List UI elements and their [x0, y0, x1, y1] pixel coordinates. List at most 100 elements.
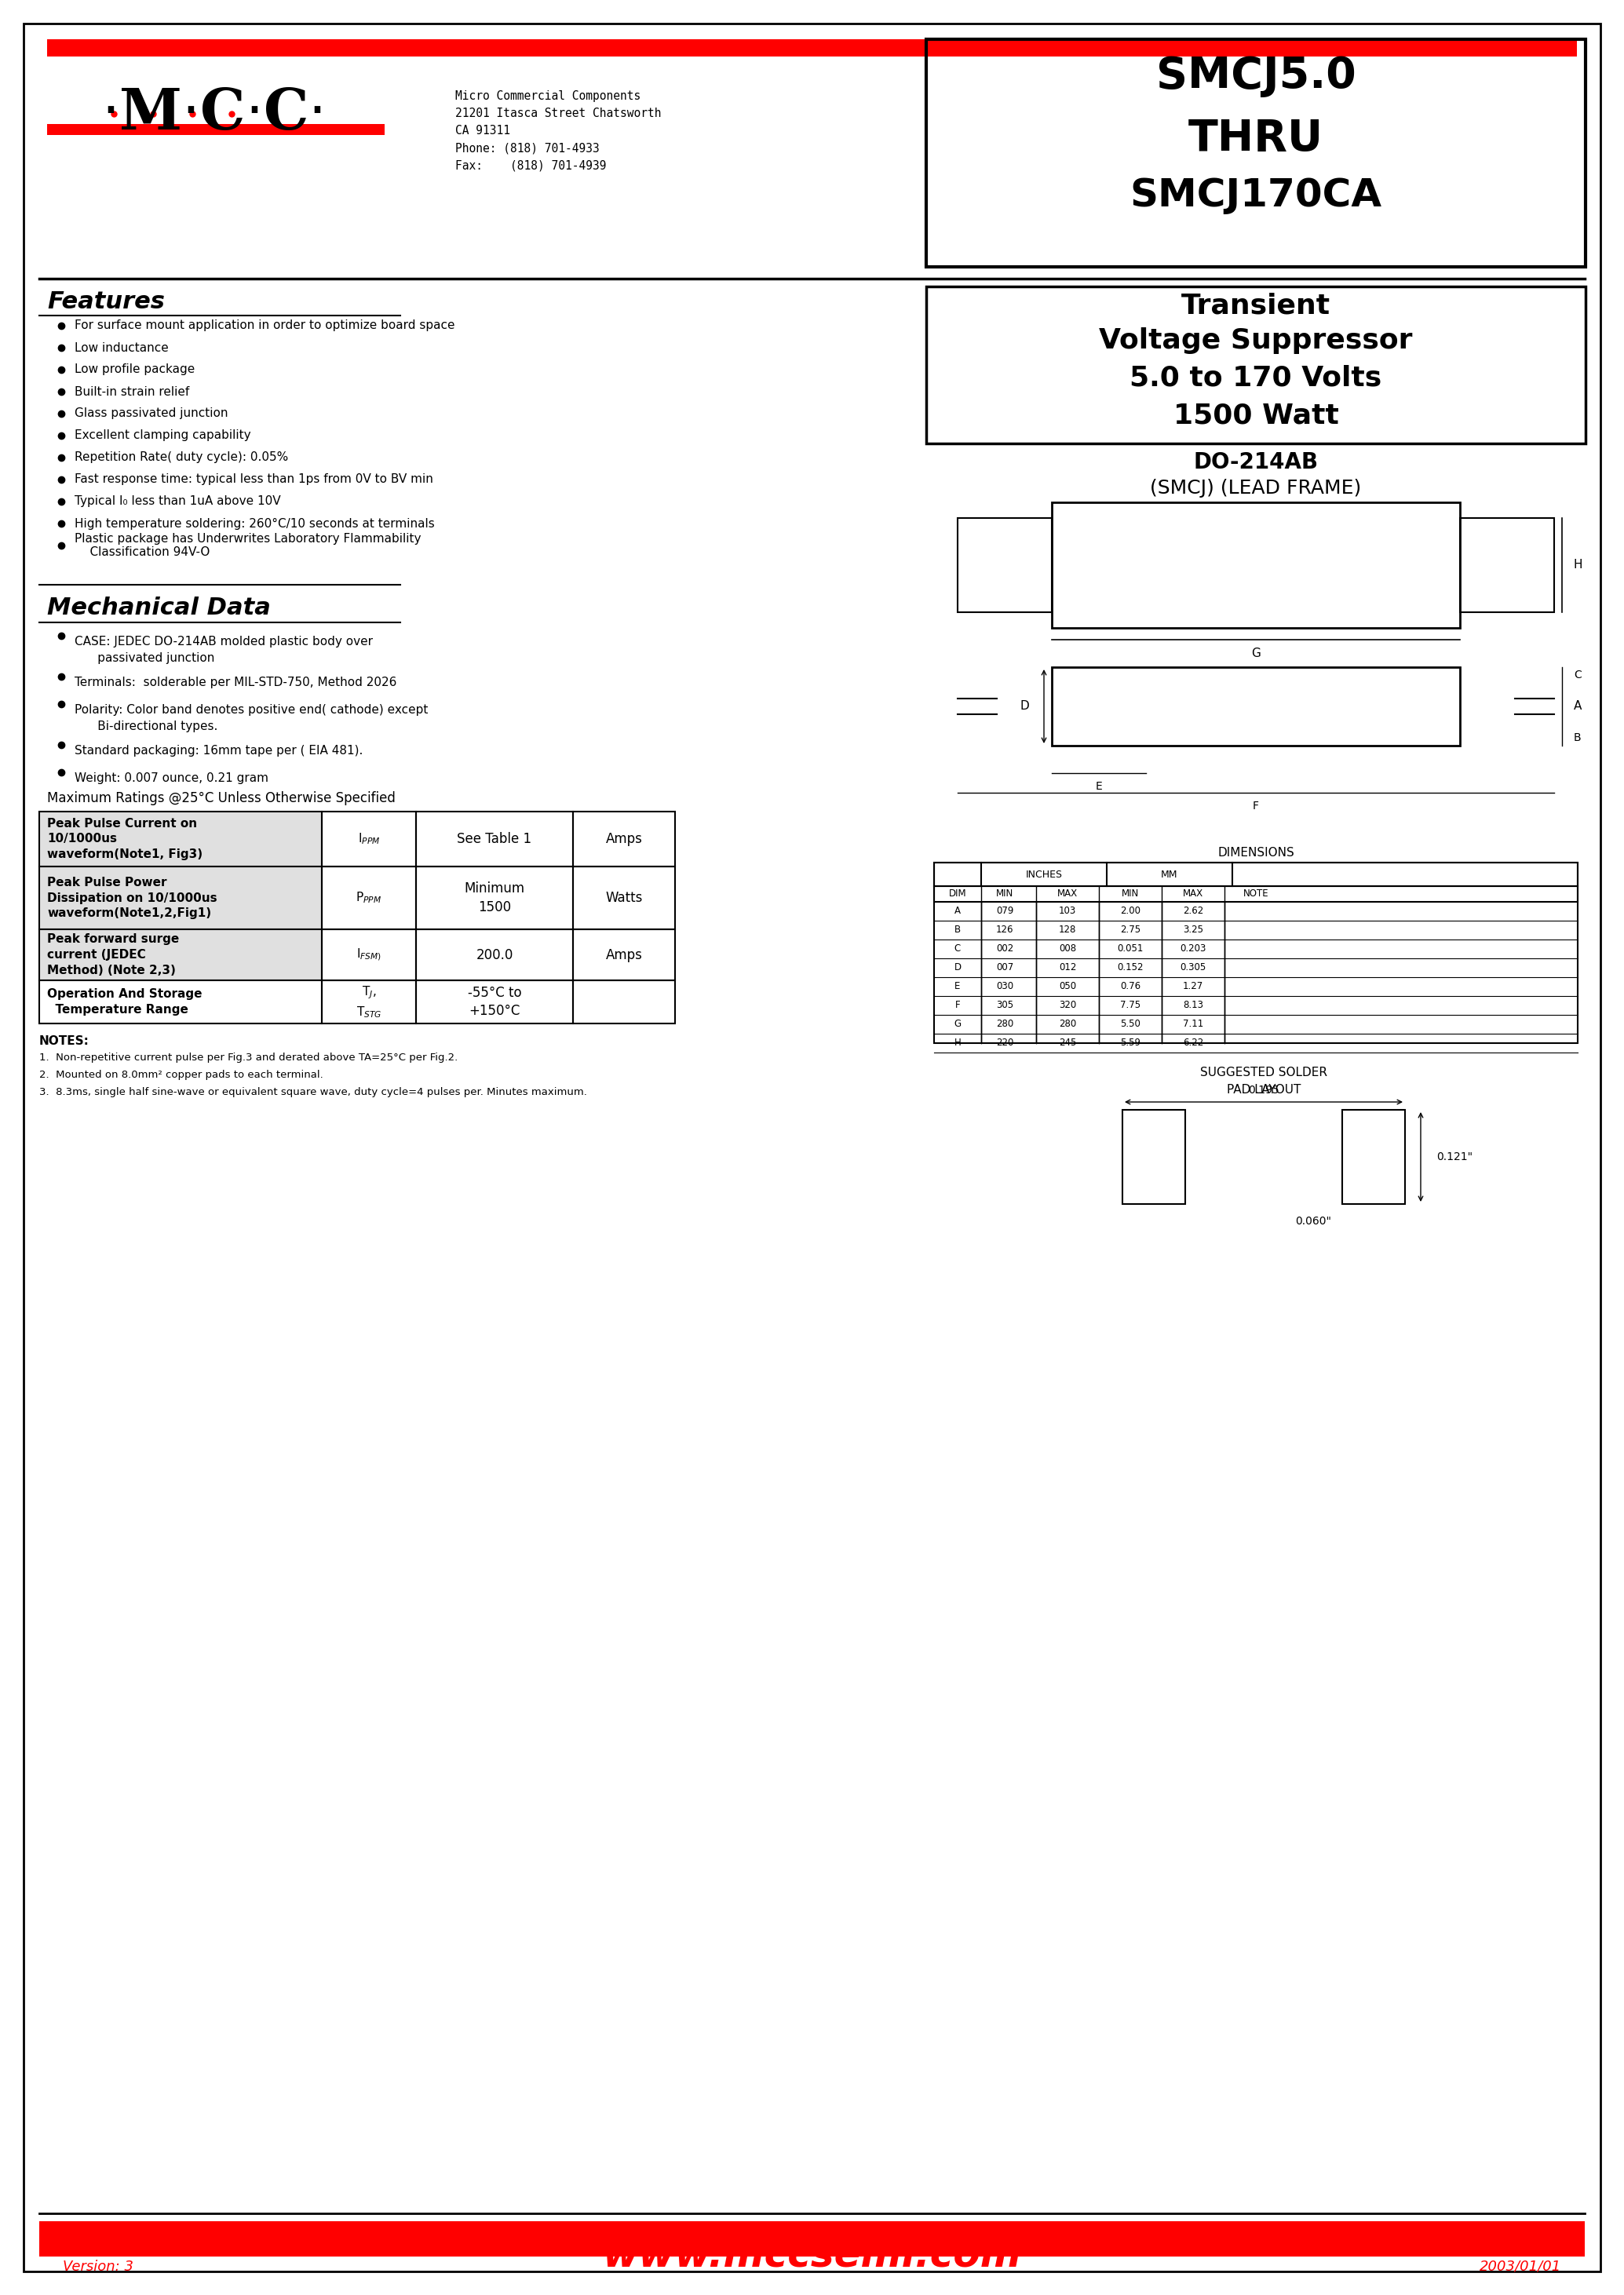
Text: 1.  Non-repetitive current pulse per Fig.3 and derated above TA=25°C per Fig.2.: 1. Non-repetitive current pulse per Fig.… [39, 1053, 458, 1063]
Text: 103: 103 [1059, 907, 1077, 916]
Text: 3.  8.3ms, single half sine-wave or equivalent square wave, duty cycle=4 pulses : 3. 8.3ms, single half sine-wave or equiv… [39, 1088, 586, 1097]
Text: 030: 030 [996, 982, 1013, 991]
Text: Plastic package has Underwrites Laboratory Flammability
    Classification 94V-O: Plastic package has Underwrites Laborato… [75, 532, 421, 558]
Text: G: G [953, 1019, 961, 1030]
Text: 050: 050 [1059, 982, 1077, 991]
Text: Amps: Amps [606, 833, 643, 847]
Text: H: H [955, 1037, 961, 1049]
Bar [322, 980, 416, 1024]
Text: NOTES:: NOTES: [39, 1035, 89, 1047]
Bar [322, 868, 416, 929]
Text: 320: 320 [1059, 1001, 1077, 1010]
Text: 1.27: 1.27 [1182, 982, 1203, 991]
Text: MAX: MAX [1182, 888, 1203, 900]
Text: 2.75: 2.75 [1121, 925, 1140, 934]
Text: 245: 245 [1059, 1037, 1077, 1049]
Text: P$_{PPM}$: P$_{PPM}$ [356, 890, 382, 904]
Bar [416, 929, 573, 980]
Text: SMCJ170CA: SMCJ170CA [1130, 177, 1382, 213]
Bar [926, 39, 1585, 266]
Text: E: E [1096, 780, 1103, 792]
Text: 7.75: 7.75 [1121, 1001, 1140, 1010]
Text: Peak forward surge
current (JEDEC
Method) (Note 2,3): Peak forward surge current (JEDEC Method… [47, 934, 179, 975]
Bar [416, 980, 573, 1024]
Text: Operation And Storage
  Temperature Range: Operation And Storage Temperature Range [47, 989, 201, 1017]
Text: PAD LAYOUT: PAD LAYOUT [1226, 1083, 1301, 1095]
Text: (SMCJ) (LEAD FRAME): (SMCJ) (LEAD FRAME) [1150, 480, 1361, 498]
Text: G: G [1250, 647, 1260, 659]
Text: 280: 280 [1059, 1019, 1077, 1030]
Text: 0.060": 0.060" [1294, 1216, 1332, 1228]
Text: C: C [955, 943, 961, 955]
Text: 002: 002 [996, 943, 1013, 955]
Text: Built-in strain relief: Built-in strain relief [75, 386, 190, 397]
Text: 2.62: 2.62 [1182, 907, 1203, 916]
Bar [958, 519, 1052, 613]
Bar [322, 812, 416, 868]
Text: B: B [1574, 732, 1582, 744]
Text: Glass passivated junction: Glass passivated junction [75, 409, 227, 420]
Bar [1052, 503, 1460, 629]
Text: A: A [955, 907, 961, 916]
Text: 7.11: 7.11 [1182, 1019, 1203, 1030]
Text: 007: 007 [996, 962, 1013, 973]
Bar [934, 863, 1577, 1044]
Text: Low profile package: Low profile package [75, 365, 195, 376]
Text: 008: 008 [1059, 943, 1077, 955]
Text: F: F [955, 1001, 960, 1010]
Text: 220: 220 [996, 1037, 1013, 1049]
Text: MAX: MAX [1057, 888, 1078, 900]
Bar [47, 39, 1577, 57]
Text: Terminals:  solderable per MIL-STD-750, Method 2026: Terminals: solderable per MIL-STD-750, M… [75, 677, 396, 688]
Bar [573, 929, 676, 980]
Text: 305: 305 [996, 1001, 1013, 1010]
Text: THRU: THRU [1189, 117, 1324, 161]
Text: Polarity: Color band denotes positive end( cathode) except
      Bi-directional : Polarity: Color band denotes positive en… [75, 705, 429, 732]
Bar [934, 886, 1577, 902]
Bar [934, 863, 1577, 886]
Text: 6.22: 6.22 [1182, 1037, 1203, 1049]
Text: Maximum Ratings @25°C Unless Otherwise Specified: Maximum Ratings @25°C Unless Otherwise S… [47, 792, 396, 806]
Text: 200.0: 200.0 [476, 948, 513, 962]
Text: Standard packaging: 16mm tape per ( EIA 481).: Standard packaging: 16mm tape per ( EIA … [75, 746, 362, 757]
Bar [416, 868, 573, 929]
Text: 0.305: 0.305 [1181, 962, 1207, 973]
Text: 5.59: 5.59 [1121, 1037, 1140, 1049]
Text: MIN: MIN [996, 888, 1013, 900]
Text: NOTE: NOTE [1242, 888, 1268, 900]
Text: D: D [953, 962, 961, 973]
Text: 128: 128 [1059, 925, 1077, 934]
Text: E: E [955, 982, 960, 991]
Text: 8.13: 8.13 [1182, 1001, 1203, 1010]
Text: Peak Pulse Current on
10/1000us
waveform(Note1, Fig3): Peak Pulse Current on 10/1000us waveform… [47, 817, 203, 861]
Bar [39, 868, 322, 929]
Text: DIMENSIONS: DIMENSIONS [1218, 847, 1294, 858]
Text: Typical I₀ less than 1uA above 10V: Typical I₀ less than 1uA above 10V [75, 496, 281, 507]
Text: H: H [1574, 560, 1583, 571]
Bar [1052, 668, 1460, 746]
Text: Mechanical Data: Mechanical Data [47, 597, 271, 620]
Text: I$_{PPM}$: I$_{PPM}$ [357, 831, 380, 847]
Text: 280: 280 [996, 1019, 1013, 1030]
Bar [322, 929, 416, 980]
Text: 2.  Mounted on 8.0mm² copper pads to each terminal.: 2. Mounted on 8.0mm² copper pads to each… [39, 1069, 323, 1081]
Text: A: A [1574, 700, 1582, 711]
Text: For surface mount application in order to optimize board space: For surface mount application in order t… [75, 319, 455, 330]
Text: INCHES: INCHES [1025, 870, 1062, 879]
Text: 012: 012 [1059, 962, 1077, 973]
Text: High temperature soldering: 260°C/10 seconds at terminals: High temperature soldering: 260°C/10 sec… [75, 519, 435, 530]
Bar [1460, 519, 1554, 613]
Text: Peak Pulse Power
Dissipation on 10/1000us
waveform(Note1,2,Fig1): Peak Pulse Power Dissipation on 10/1000u… [47, 877, 218, 920]
Text: Excellent clamping capability: Excellent clamping capability [75, 429, 250, 441]
Text: Voltage Suppressor: Voltage Suppressor [1099, 328, 1413, 353]
Bar [926, 287, 1585, 443]
Text: Amps: Amps [606, 948, 643, 962]
Text: 5.0 to 170 Volts: 5.0 to 170 Volts [1130, 365, 1382, 392]
Text: 0.76: 0.76 [1121, 982, 1140, 991]
Text: C: C [1574, 670, 1582, 682]
Bar [573, 812, 676, 868]
Text: B: B [955, 925, 961, 934]
Text: 126: 126 [996, 925, 1013, 934]
Text: SUGGESTED SOLDER: SUGGESTED SOLDER [1200, 1067, 1327, 1079]
Text: Version: 3: Version: 3 [63, 2261, 133, 2274]
